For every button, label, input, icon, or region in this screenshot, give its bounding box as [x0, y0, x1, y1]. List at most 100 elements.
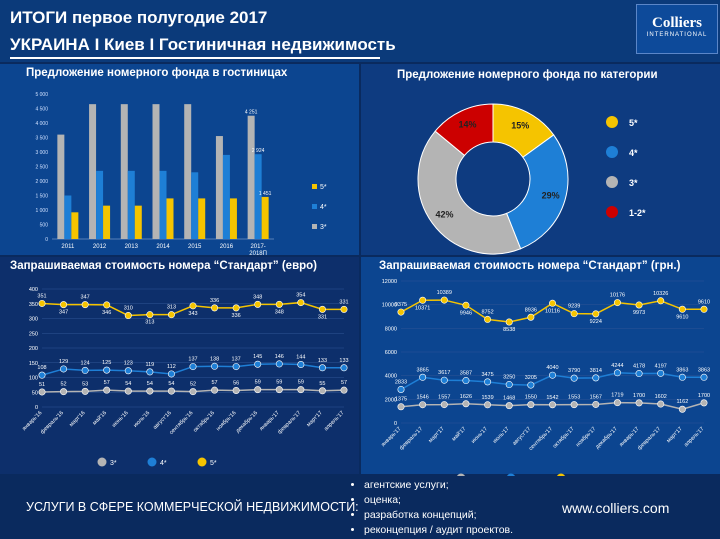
- legend-label: 3*: [629, 178, 638, 188]
- pie-slice-1-2*: [434, 103, 494, 157]
- data-label: 3863: [676, 367, 688, 373]
- data-point: [657, 400, 665, 408]
- data-label: 59: [255, 380, 261, 386]
- data-label: 144: [296, 355, 305, 361]
- title-line-2: УКРАИНА I Киев I Гостиничная недвижимост…: [10, 35, 396, 54]
- logo-name: Colliers: [652, 15, 702, 31]
- x-tick-label: август'16: [152, 410, 173, 431]
- x-tick-label: январь'17: [259, 410, 281, 432]
- pie-chart: 15% 29% 42% 14% 5* 4* 3* 1-2*: [417, 103, 646, 255]
- legend-dot-4*: [606, 146, 618, 158]
- data-point: [211, 362, 219, 370]
- data-label: 129: [59, 359, 68, 365]
- x-tick-label: март'17: [428, 426, 446, 444]
- y-tick-label: 0: [35, 405, 38, 411]
- data-point: [103, 366, 111, 374]
- data-label: 1700: [633, 393, 645, 399]
- data-point: [635, 399, 643, 407]
- y-tick-label: 100: [29, 376, 38, 382]
- uah-chart-panel: Запрашиваемая стоимость номера “Стандарт…: [361, 257, 720, 483]
- y-tick-label: 500: [40, 223, 49, 229]
- data-label: 3250: [503, 375, 515, 381]
- data-point: [527, 381, 535, 389]
- data-label: 54: [168, 381, 174, 387]
- bar-4star-2013: [127, 170, 135, 239]
- bar-4star-2014: [159, 170, 167, 239]
- x-tick-label: июнь'17: [470, 426, 489, 445]
- data-point: [38, 371, 46, 379]
- x-tick-label: январь'17: [380, 426, 402, 448]
- colliers-logo: Colliers INTERNATIONAL: [636, 4, 718, 54]
- bar-4star-2017-2018П: [254, 154, 262, 239]
- data-label: 9610: [698, 299, 710, 305]
- data-label: 10389: [437, 290, 452, 296]
- legend-label: 3*: [320, 224, 327, 231]
- data-label: 10371: [415, 305, 430, 311]
- data-point: [527, 401, 535, 409]
- data-label: 9610: [676, 314, 688, 320]
- data-point: [167, 311, 175, 319]
- data-point: [60, 388, 68, 396]
- bar-5star-2017-2018П: [261, 196, 269, 239]
- data-point: [103, 386, 111, 394]
- data-label: 124: [81, 360, 90, 366]
- data-label: 348: [275, 309, 284, 315]
- y-tick-label: 4 000: [35, 121, 48, 127]
- data-label: 331: [318, 314, 327, 320]
- website-link[interactable]: www.colliers.com: [562, 500, 670, 516]
- pie-label: 14%: [458, 120, 476, 130]
- data-point: [254, 360, 262, 368]
- data-label: 1626: [460, 394, 472, 400]
- data-label: 10326: [653, 291, 668, 297]
- pie-chart-panel: Предложение номерного фонда по категории…: [361, 64, 720, 255]
- data-label: 313: [145, 320, 154, 326]
- data-label: 9239: [568, 304, 580, 310]
- y-tick-label: 300: [29, 317, 38, 323]
- data-label: 9973: [633, 310, 645, 316]
- data-label: 59: [298, 380, 304, 386]
- data-point: [318, 305, 326, 313]
- data-label: 2 924: [252, 148, 265, 154]
- data-label: 336: [210, 298, 219, 304]
- data-label: 1546: [417, 395, 429, 401]
- legend-swatch-3*: [312, 224, 317, 229]
- data-point: [297, 361, 305, 369]
- data-point: [81, 301, 89, 309]
- pie-label: 42%: [435, 209, 453, 219]
- data-label: 123: [124, 361, 133, 367]
- y-tick-label: 5 000: [35, 92, 48, 98]
- data-point: [146, 368, 154, 376]
- x-tick-label: 2018П: [249, 251, 267, 257]
- data-label: 137: [232, 357, 241, 363]
- data-point: [678, 373, 686, 381]
- data-point: [60, 301, 68, 309]
- data-label: 343: [188, 311, 197, 317]
- data-label: 53: [82, 381, 88, 387]
- bar-3star-2017-2018П: [247, 115, 255, 239]
- data-point: [570, 374, 578, 382]
- data-point: [189, 302, 197, 310]
- y-tick-label: 12000: [382, 279, 397, 285]
- legend-label: 5*: [320, 184, 327, 191]
- data-point: [81, 366, 89, 374]
- x-tick-label: август'17: [512, 426, 533, 447]
- data-label: 1602: [655, 394, 667, 400]
- data-label: 55: [319, 381, 325, 387]
- bar-3star-2011: [57, 134, 65, 239]
- data-label: 3587: [460, 371, 472, 377]
- x-tick-label: 2017-: [250, 244, 265, 250]
- data-point: [232, 304, 240, 312]
- data-point: [440, 376, 448, 384]
- legend-dot-3*: [97, 457, 107, 467]
- data-label: 1539: [481, 395, 493, 401]
- x-tick-label: март'17: [306, 410, 324, 428]
- data-point: [167, 387, 175, 395]
- pie-label: 29%: [542, 191, 560, 201]
- data-label: 52: [190, 382, 196, 388]
- data-label: 1700: [698, 393, 710, 399]
- bar-3star-2014: [152, 104, 160, 240]
- x-tick-label: 2012: [93, 244, 107, 250]
- logo-sub: INTERNATIONAL: [646, 32, 708, 38]
- data-point: [275, 300, 283, 308]
- x-tick-label: ноябрь'17: [575, 426, 597, 448]
